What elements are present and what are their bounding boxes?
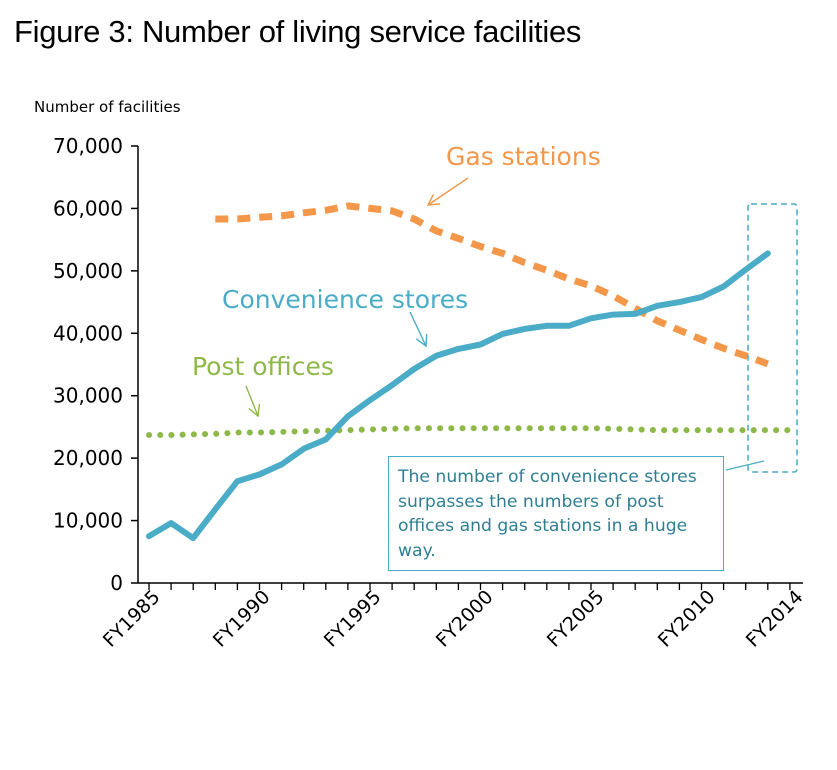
- label-arrowhead-convenience: [415, 333, 428, 348]
- x-tick-label: FY2010: [654, 586, 720, 652]
- series-line-convenience: [146, 250, 771, 542]
- chart-axes: 0 10,000 20,000 30,000 40,000 50,000 60,000 70,…: [53, 134, 808, 652]
- highlight-box: [747, 203, 798, 473]
- series-label-convenience: Convenience stores: [222, 285, 468, 314]
- label-arrow-post: [245, 385, 259, 417]
- chart-title: Figure 3: Number of living service facil…: [14, 14, 582, 49]
- series-line-post: [146, 425, 793, 438]
- y-tick-label: 40,000: [53, 321, 123, 345]
- y-tick-label: 30,000: [53, 384, 123, 408]
- series-labels: Convenience stores Gas stations Post offic…: [192, 142, 601, 418]
- callout-connector: [725, 460, 765, 471]
- y-tick-label: 20,000: [53, 446, 123, 470]
- x-tick-label: FY1985: [99, 586, 165, 652]
- y-tick-label: 60,000: [53, 196, 123, 220]
- y-tick-label: 70,000: [53, 134, 123, 158]
- x-tick-label: FY2000: [432, 586, 498, 652]
- label-arrowhead-gas: [426, 194, 441, 206]
- y-tick-label: 50,000: [53, 259, 123, 283]
- series-label-post: Post offices: [192, 352, 334, 381]
- x-tick-label: FY2005: [543, 586, 609, 652]
- label-arrow-gas: [427, 177, 469, 206]
- x-tick-label: FY1995: [320, 586, 386, 652]
- annotation-callout: The number of convenience stores surpass…: [388, 456, 724, 571]
- x-tick-label: FY2014: [742, 586, 808, 652]
- highlight-region: [725, 203, 798, 473]
- series-label-gas: Gas stations: [446, 142, 601, 171]
- y-tick-label: 0: [110, 571, 123, 595]
- y-tick-label: 10,000: [53, 509, 123, 533]
- x-tick-label: FY1990: [209, 586, 275, 652]
- y-axis-title: Number of facilities: [34, 98, 181, 116]
- series-lines: [146, 202, 793, 542]
- label-arrowhead-post: [248, 404, 261, 418]
- series-line-gas: [215, 202, 770, 368]
- label-arrow-convenience: [409, 311, 427, 347]
